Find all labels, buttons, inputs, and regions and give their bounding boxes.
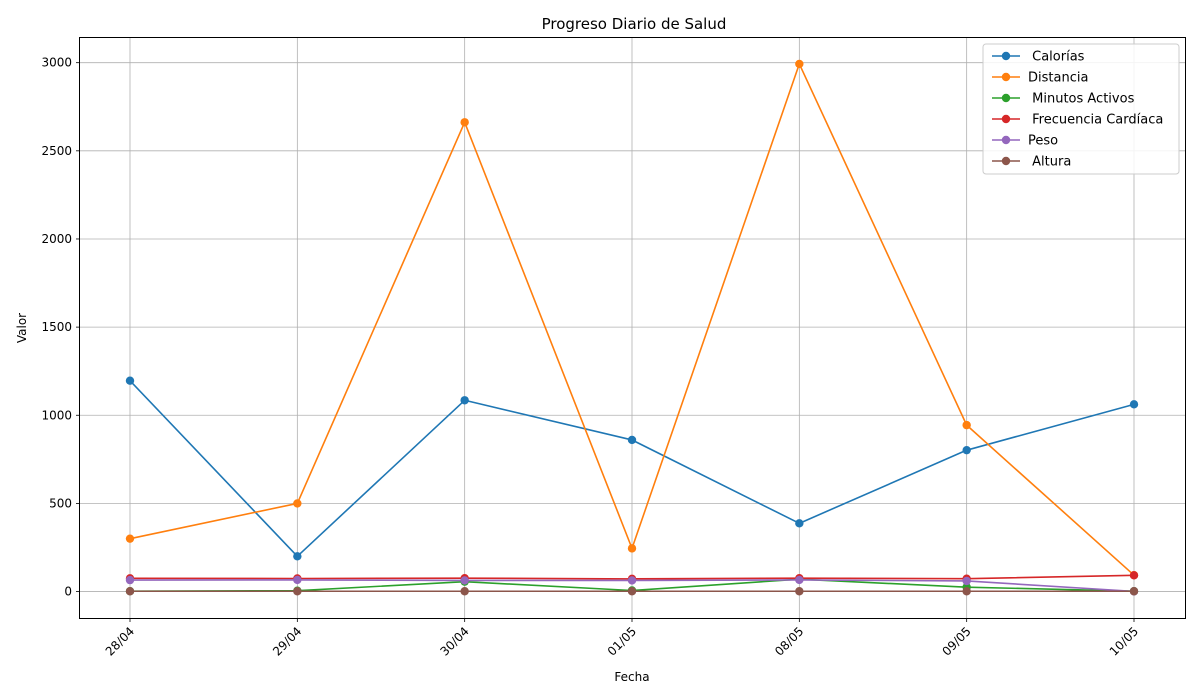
legend: Calorías Distancia Minutos Activos Frecue… (982, 43, 1180, 175)
y-axis: 0 500 1000 1500 2000 2500 3000 (41, 56, 80, 599)
y-tick-label: 2000 (41, 232, 72, 246)
series-group (125, 587, 1139, 596)
data-point (460, 576, 469, 585)
data-point (125, 587, 135, 596)
data-point (460, 118, 469, 127)
y-tick-label: 0 (64, 585, 72, 599)
legend-swatch-marker (1001, 51, 1011, 61)
data-point (1129, 571, 1139, 580)
legend-label: Frecuencia Cardíaca (1028, 113, 1163, 128)
data-point (962, 420, 971, 430)
data-point (293, 575, 302, 585)
y-tick-label: 2500 (41, 144, 72, 158)
plot-frame (79, 37, 1186, 619)
legend-label: Altura (1028, 155, 1071, 170)
data-point (1129, 400, 1139, 409)
data-point (795, 59, 804, 69)
data-point (125, 376, 135, 385)
data-point (627, 544, 637, 553)
data-point (627, 587, 637, 596)
data-point (293, 587, 302, 596)
data-point (1129, 587, 1139, 596)
data-point (460, 396, 469, 405)
legend-label: Peso (1028, 134, 1058, 149)
legend-swatch-marker (1001, 114, 1011, 124)
data-point (125, 575, 135, 585)
legend-swatch-marker (1001, 135, 1011, 145)
y-tick-label: 1500 (41, 320, 72, 334)
data-point (627, 576, 637, 585)
y-tick-label: 3000 (41, 56, 72, 70)
data-point (293, 499, 302, 508)
legend-swatch-marker (1001, 93, 1011, 103)
y-tick-label: 500 (49, 496, 72, 510)
data-point (293, 552, 302, 561)
data-point (962, 576, 971, 586)
legend-box (982, 43, 1180, 175)
legend-label: Minutos Activos (1028, 92, 1135, 107)
legend-swatch-marker (1001, 156, 1011, 166)
series-layer (125, 59, 1139, 596)
data-point (795, 575, 804, 585)
data-point (125, 534, 135, 543)
series-group (125, 376, 1139, 561)
y-axis-title: Valor (15, 313, 29, 343)
data-point (627, 435, 637, 445)
legend-label: Calorías (1028, 50, 1085, 65)
x-axis-title: Fecha (614, 670, 649, 684)
data-point (962, 445, 971, 455)
y-tick-label: 1000 (41, 408, 72, 422)
data-point (795, 519, 804, 528)
data-point (460, 587, 469, 596)
chart-title: Progreso Diario de Salud (542, 15, 727, 33)
legend-label: Distancia (1028, 71, 1088, 86)
legend-swatch-marker (1001, 72, 1011, 82)
data-point (962, 587, 971, 596)
data-point (795, 587, 804, 596)
